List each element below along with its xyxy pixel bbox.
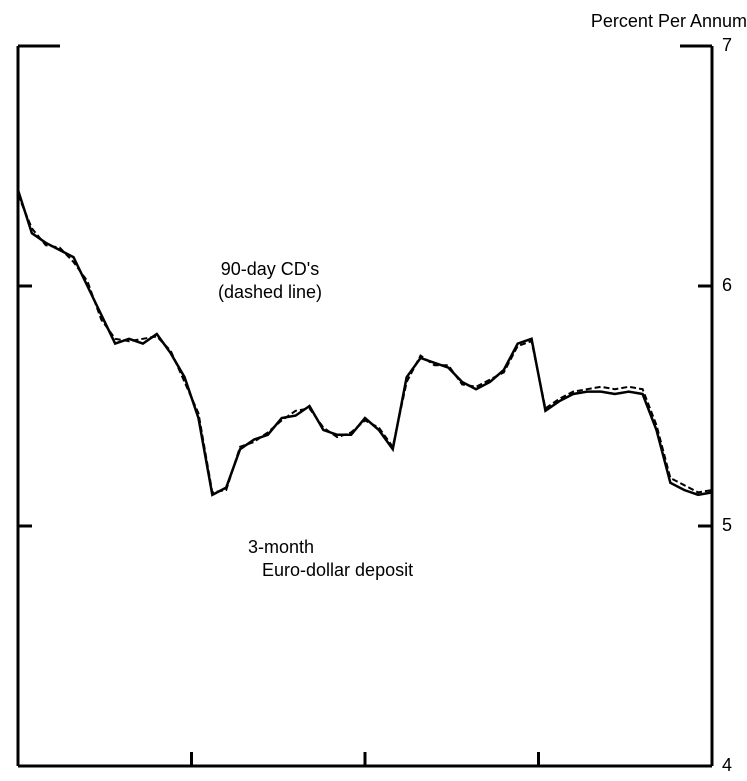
series-line: [17, 194, 713, 494]
annotation: Euro-dollar deposit: [262, 560, 413, 580]
y-tick-label: 5: [722, 515, 732, 535]
y-tick-label: 7: [722, 35, 732, 55]
y-axis-label: Percent Per Annum: [591, 11, 747, 31]
annotation: (dashed line): [218, 282, 322, 302]
y-tick-label: 4: [722, 755, 732, 775]
annotation: 90-day CD's: [221, 259, 319, 279]
y-tick-label: 6: [722, 275, 732, 295]
series-line: [16, 189, 713, 497]
annotation: 3-month: [248, 537, 314, 557]
